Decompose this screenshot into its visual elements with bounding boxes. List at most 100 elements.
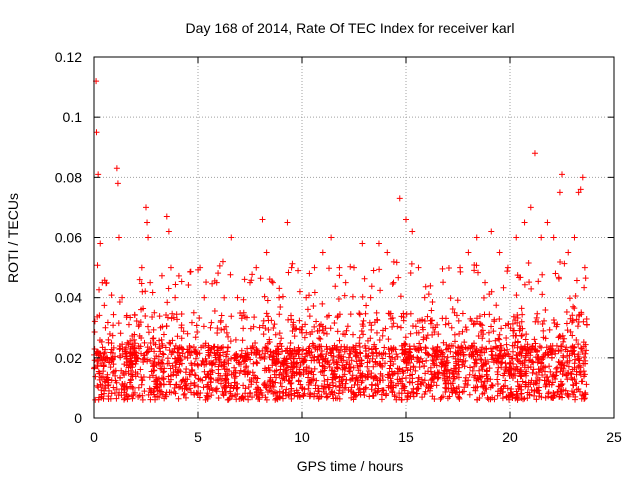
data-point: [126, 379, 133, 386]
data-point: [534, 310, 541, 317]
data-point: [544, 349, 551, 356]
x-tick-label: 15: [398, 429, 414, 445]
data-point: [414, 354, 421, 361]
data-point: [255, 391, 262, 397]
data-point: [535, 355, 542, 362]
data-point: [218, 344, 225, 351]
data-point: [215, 395, 222, 402]
data-point: [402, 356, 409, 363]
data-point: [454, 297, 461, 304]
data-point: [439, 265, 446, 272]
data-point: [316, 335, 323, 342]
data-point: [342, 384, 349, 391]
data-point: [139, 288, 146, 295]
data-point: [470, 321, 477, 328]
data-point: [261, 293, 268, 300]
data-point: [263, 344, 270, 351]
data-point: [263, 396, 270, 403]
data-point: [462, 344, 469, 351]
data-point: [242, 357, 249, 364]
data-point: [412, 367, 419, 374]
data-point: [564, 390, 571, 397]
data-point: [571, 360, 578, 367]
data-point: [531, 150, 538, 157]
data-point: [164, 299, 171, 306]
data-point: [449, 380, 456, 387]
data-point: [450, 353, 457, 360]
data-point: [245, 396, 252, 403]
data-point: [366, 393, 373, 400]
data-point: [311, 264, 318, 271]
data-point: [266, 367, 273, 374]
data-point: [376, 336, 383, 343]
data-point: [372, 382, 379, 389]
data-point: [356, 310, 363, 317]
data-point: [342, 331, 349, 338]
data-point: [555, 348, 562, 355]
data-point: [503, 334, 510, 341]
data-point: [517, 368, 524, 375]
data-point: [498, 342, 505, 349]
data-point: [523, 381, 530, 388]
data-point: [305, 381, 312, 388]
data-point: [241, 276, 248, 283]
data-point: [334, 364, 341, 371]
data-point: [323, 330, 330, 337]
data-point: [495, 335, 502, 342]
data-point: [234, 390, 241, 397]
data-point: [431, 370, 438, 377]
data-point: [203, 279, 210, 286]
data-point: [557, 378, 564, 385]
data-point: [143, 349, 150, 356]
data-point: [206, 386, 213, 393]
data-point: [480, 362, 487, 369]
data-point: [447, 295, 454, 302]
data-point: [380, 387, 387, 394]
data-point: [250, 375, 257, 382]
data-point: [204, 381, 211, 388]
data-point: [157, 390, 164, 397]
data-point: [276, 285, 283, 292]
data-point: [468, 353, 475, 360]
data-point: [201, 368, 208, 375]
data-point: [270, 324, 277, 331]
data-point: [495, 352, 502, 359]
data-point: [563, 344, 570, 351]
data-point: [482, 345, 489, 352]
data-point: [579, 392, 586, 399]
data-point: [533, 396, 540, 403]
data-point: [285, 392, 292, 399]
data-point: [362, 385, 369, 392]
data-point: [336, 337, 343, 344]
data-point: [545, 378, 552, 385]
data-point: [266, 338, 273, 345]
data-point: [368, 386, 375, 393]
data-point: [477, 346, 484, 353]
data-point: [493, 357, 500, 364]
data-point: [429, 299, 436, 306]
data-point: [579, 349, 586, 356]
data-point: [163, 311, 170, 318]
data-point: [528, 285, 535, 292]
data-point: [448, 324, 455, 331]
data-point: [382, 325, 389, 332]
data-point: [171, 385, 178, 392]
data-point: [378, 396, 385, 403]
data-point: [456, 364, 463, 371]
data-point: [287, 366, 294, 373]
data-point: [265, 326, 272, 333]
data-point: [523, 331, 530, 338]
data-point: [358, 328, 365, 334]
data-point: [107, 349, 114, 356]
data-point: [363, 352, 370, 359]
data-point: [365, 367, 372, 374]
data-point: [329, 371, 336, 378]
data-point: [156, 337, 163, 344]
data-point: [421, 390, 428, 397]
data-point: [415, 264, 422, 271]
data-point: [501, 370, 508, 377]
data-point: [220, 344, 227, 351]
data-point: [188, 389, 195, 396]
data-point: [416, 363, 423, 370]
data-point: [560, 354, 567, 361]
